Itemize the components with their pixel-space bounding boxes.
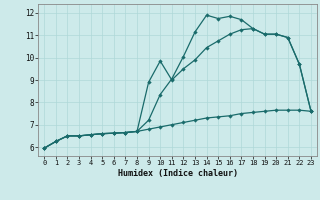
X-axis label: Humidex (Indice chaleur): Humidex (Indice chaleur): [118, 169, 238, 178]
